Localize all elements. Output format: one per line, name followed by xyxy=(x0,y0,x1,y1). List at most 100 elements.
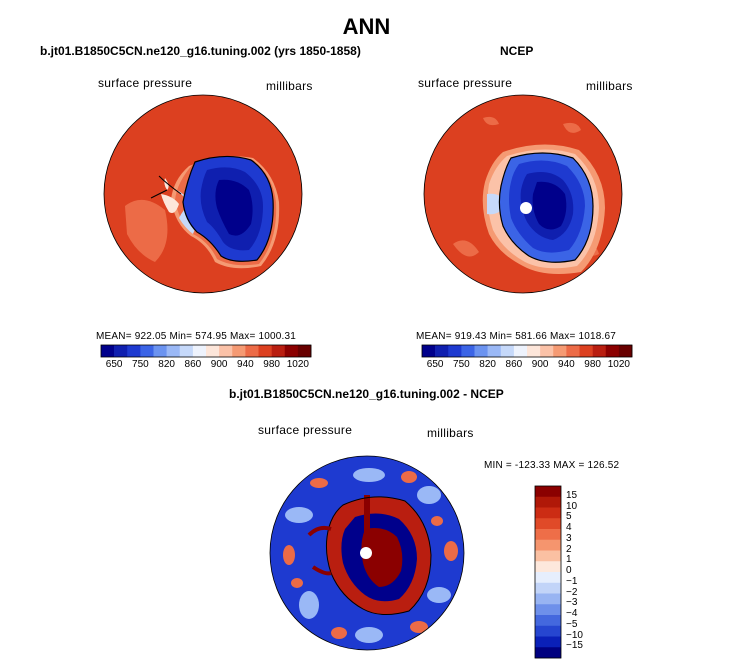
model-colorbar-swatch xyxy=(284,345,299,357)
obs-colorbar-swatch xyxy=(540,345,554,357)
diff-colorbar-swatch xyxy=(535,636,561,648)
diff-colorbar-tick-label: 5 xyxy=(566,511,572,523)
model-colorbar-swatch xyxy=(101,345,115,357)
model-colorbar-swatch xyxy=(140,345,154,357)
diff-colorbar-tick-label: 4 xyxy=(566,522,572,533)
diff-colorbar-swatch xyxy=(535,582,561,594)
diff-colorbar-swatch xyxy=(535,550,561,562)
diff-colorbar-tick-label: 0 xyxy=(566,565,572,576)
model-colorbar-swatch xyxy=(179,345,194,357)
obs-colorbar-swatch xyxy=(500,345,515,357)
model-colorbar-tick-label: 750 xyxy=(132,359,149,370)
model-colorbar-tick-label: 650 xyxy=(105,359,123,370)
model-colorbar-swatch xyxy=(245,345,259,357)
obs-colorbar-tick-label: 750 xyxy=(453,359,470,370)
diff-colorbar-tick-label: −4 xyxy=(566,608,578,619)
obs-colorbar-swatch xyxy=(487,345,502,357)
model-polar-map xyxy=(103,94,303,294)
obs-stats: MEAN= 919.43 Min= 581.66 Max= 1018.67 xyxy=(416,331,617,342)
model-colorbar-frame xyxy=(100,344,312,358)
model-stats: MEAN= 922.05 Min= 574.95 Max= 1000.31 xyxy=(96,331,297,342)
diff-colorbar-swatch xyxy=(535,647,561,659)
diff-colorbar-ticks: 15 10 5 4 3 2 1 0 −1 −2 −3 −4 −5 −10 −15 xyxy=(566,486,606,658)
obs-colorbar-swatch xyxy=(527,345,541,357)
model-colorbar-swatch xyxy=(114,345,128,357)
model-field-label: surface pressure xyxy=(98,76,193,90)
model-colorbar-swatch xyxy=(192,345,207,357)
obs-units-label: millibars xyxy=(586,79,633,93)
diff-colorbar-tick-label: −2 xyxy=(566,586,578,598)
diff-colorbar-tick-label: −5 xyxy=(566,618,578,630)
obs-colorbar-swatch xyxy=(435,345,449,357)
model-colorbar-tick-label: 900 xyxy=(210,359,228,370)
diff-colorbar-tick-label: 10 xyxy=(566,500,578,512)
diff-colorbar-tick-label: 3 xyxy=(566,532,572,544)
diff-colorbar-swatch xyxy=(535,507,561,519)
model-colorbar-tick-label: 980 xyxy=(263,359,280,370)
diff-colorbar-swatch xyxy=(535,572,561,584)
diff-colorbar-tick-label: −10 xyxy=(566,629,583,641)
model-colorbar-swatch xyxy=(297,345,312,357)
obs-colorbar-tick-label: 900 xyxy=(531,359,549,370)
model-colorbar-swatch xyxy=(232,345,246,357)
diff-field-label: surface pressure xyxy=(258,423,353,437)
obs-colorbar-swatch xyxy=(461,345,475,357)
diff-colorbar-swatch xyxy=(535,496,561,508)
obs-colorbar xyxy=(421,344,633,358)
diff-colorbar-tick-label: 15 xyxy=(566,489,578,501)
obs-colorbar-swatch xyxy=(553,345,567,357)
diff-polar-map xyxy=(269,455,465,651)
model-colorbar-tick-label: 1020 xyxy=(286,359,309,370)
model-colorbar-swatch xyxy=(271,345,286,357)
model-colorbar-swatch xyxy=(206,345,220,357)
model-colorbar-tick-label: 940 xyxy=(237,359,254,370)
obs-colorbar-swatch xyxy=(513,345,528,357)
diff-colorbar-tick-label: −15 xyxy=(566,640,583,652)
model-colorbar-swatch xyxy=(153,345,167,357)
obs-colorbar-swatch xyxy=(579,345,593,357)
obs-colorbar-swatch xyxy=(448,345,462,357)
obs-colorbar-tick-label: 1020 xyxy=(607,359,630,370)
obs-colorbar-swatch xyxy=(422,345,436,357)
diff-colorbar xyxy=(534,485,562,659)
diff-colorbar-tick-label: −1 xyxy=(566,575,578,587)
diff-colorbar-swatch xyxy=(535,518,561,530)
diff-colorbar-frame xyxy=(534,485,562,659)
model-colorbar-swatch xyxy=(127,345,141,357)
diff-panel-title: b.jt01.B1850C5CN.ne120_g16.tuning.002 - … xyxy=(229,387,504,401)
figure-title: ANN xyxy=(342,14,391,39)
model-units-label: millibars xyxy=(266,79,313,93)
diff-colorbar-swatch xyxy=(535,486,561,498)
obs-colorbar-swatch xyxy=(474,345,488,357)
obs-colorbar-tick-label: 820 xyxy=(479,359,496,370)
model-colorbar-swatch xyxy=(258,345,272,357)
obs-colorbar-tick-label: 940 xyxy=(558,359,575,370)
model-colorbar-swatch xyxy=(219,345,233,357)
model-colorbar-tick-label: 820 xyxy=(158,359,175,370)
model-colorbar xyxy=(100,344,312,358)
diff-colorbar-tick-label: 1 xyxy=(566,554,572,566)
model-colorbar-swatch xyxy=(166,345,181,357)
model-panel-title: b.jt01.B1850C5CN.ne120_g16.tuning.002 (y… xyxy=(40,44,361,58)
diff-colorbar-swatch xyxy=(535,604,561,616)
obs-polar-map xyxy=(423,94,623,294)
obs-panel-title: NCEP xyxy=(500,44,534,58)
diff-colorbar-swatch xyxy=(535,539,561,551)
diff-colorbar-swatch xyxy=(535,561,561,573)
diff-colorbar-swatch xyxy=(535,625,561,637)
obs-colorbar-swatch xyxy=(592,345,607,357)
obs-colorbar-frame xyxy=(421,344,633,358)
obs-colorbar-swatch xyxy=(618,345,633,357)
obs-colorbar-swatch xyxy=(605,345,620,357)
diff-stats: MIN = -123.33 MAX = 126.52 xyxy=(484,460,620,471)
diff-colorbar-swatch xyxy=(535,615,561,627)
model-colorbar-ticks: 650 750 820 860 900 940 980 1020 xyxy=(101,359,311,373)
diff-colorbar-tick-label: −3 xyxy=(566,597,578,609)
model-colorbar-tick-label: 860 xyxy=(184,359,202,370)
diff-colorbar-tick-label: 2 xyxy=(566,543,572,555)
obs-colorbar-tick-label: 860 xyxy=(505,359,523,370)
diff-colorbar-swatch xyxy=(535,593,561,605)
diff-units-label: millibars xyxy=(427,426,474,440)
obs-field-label: surface pressure xyxy=(418,76,513,90)
obs-colorbar-tick-label: 650 xyxy=(426,359,444,370)
